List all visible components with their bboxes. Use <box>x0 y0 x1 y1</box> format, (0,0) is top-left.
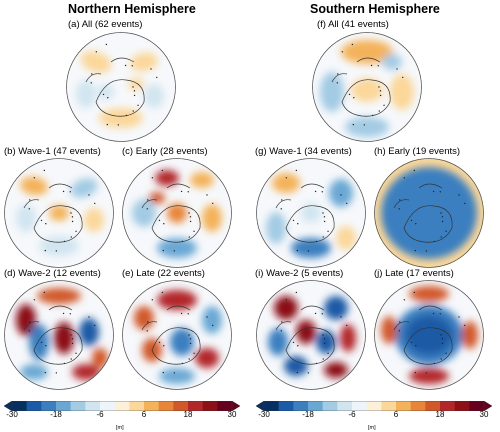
colorbar-south-unit: [m] <box>368 425 376 431</box>
colorbar-tick-label: -6 <box>96 410 104 419</box>
panel-label-f: (f) All (41 events) <box>317 19 389 30</box>
north-hemisphere-title: Northern Hemisphere <box>68 2 196 16</box>
map-panel-d <box>4 280 114 390</box>
colorbar-tick-label: 6 <box>393 410 399 419</box>
panel-label-a: (a) All (62 events) <box>68 19 143 30</box>
colorbar-tick-label: 30 <box>227 410 237 419</box>
panel-label-g: (g) Wave-1 (34 events) <box>255 146 352 157</box>
colorbar-tick-label: 30 <box>479 410 489 419</box>
map-panel-b <box>4 158 114 268</box>
panel-label-d: (d) Wave-2 (12 events) <box>4 268 101 279</box>
colorbar-tick-label: -6 <box>348 410 356 419</box>
colorbar-tick-label: 18 <box>435 410 445 419</box>
colorbar-north-unit: [m] <box>116 425 124 431</box>
map-panel-f <box>312 32 422 142</box>
map-panel-j <box>374 280 484 390</box>
colorbar-tick-label: -30 <box>6 410 18 419</box>
colorbar-north <box>3 398 241 412</box>
panel-label-c: (c) Early (28 events) <box>122 146 208 157</box>
panel-label-b: (b) Wave-1 (47 events) <box>4 146 101 157</box>
colorbar-tick-label: -18 <box>50 410 62 419</box>
panel-label-j: (j) Late (17 events) <box>374 268 454 279</box>
colorbar-tick-label: 6 <box>141 410 147 419</box>
map-panel-a <box>66 32 176 142</box>
colorbar-tick-label: -18 <box>302 410 314 419</box>
colorbar-south <box>255 398 493 412</box>
map-panel-e <box>122 280 232 390</box>
map-panel-i <box>256 280 366 390</box>
south-hemisphere-title: Southern Hemisphere <box>310 2 440 16</box>
map-panel-g <box>256 158 366 268</box>
map-panel-c <box>122 158 232 268</box>
colorbar-tick-label: 18 <box>183 410 193 419</box>
colorbar-tick-label: -30 <box>258 410 270 419</box>
map-panel-h <box>374 158 484 268</box>
panel-label-h: (h) Early (19 events) <box>374 146 461 157</box>
panel-label-e: (e) Late (22 events) <box>122 268 205 279</box>
panel-label-i: (i) Wave-2 (5 events) <box>255 268 344 279</box>
